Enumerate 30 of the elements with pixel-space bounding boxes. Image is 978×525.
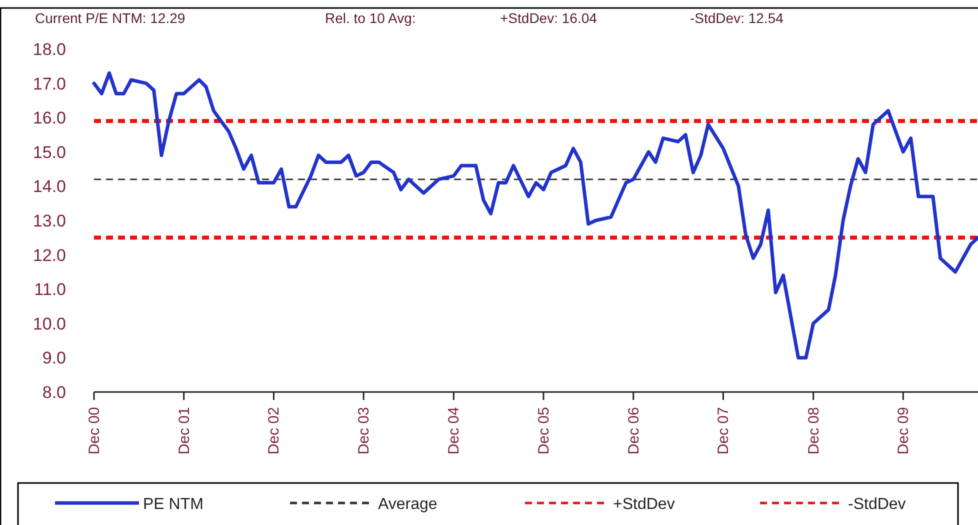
x-tick-label: Dec 01 [176,407,193,455]
y-tick-label: 8.0 [42,383,66,402]
y-tick-label: 10.0 [32,314,66,334]
text: Current P/E NTM: 12.29 [35,10,186,26]
x-tick-label: Dec 04 [446,407,463,455]
y-tick-label: 13.0 [32,212,66,230]
y-tick-label: 17.0 [32,74,66,94]
x-tick-label: Dec 02 [266,407,283,455]
y-tick-label: 15.0 [32,142,66,162]
y-tick-label: 18.0 [32,40,66,59]
legend-label: PE NTM [143,496,204,513]
legend-label: -StdDev [848,496,906,513]
y-tick-label: 12.0 [32,246,66,265]
x-tick-label: Dec 00 [86,407,103,455]
x-tick-label: Dec 07 [715,407,732,455]
y-tick-label: 14.0 [32,177,66,196]
y-tick-label: 9.0 [42,348,66,368]
x-tick-label: Dec 05 [536,407,553,455]
text: Rel. to 10 Avg: [325,10,416,26]
line-series [92,71,978,360]
x-tick-label: Dec 03 [356,407,373,455]
y-tick-label: 11.0 [34,280,66,300]
x-tick-label: Dec 08 [805,407,822,455]
x-tick-label: Dec 09 [895,407,912,455]
x-tick-label: Dec 06 [625,407,642,455]
legend-label: Average [378,496,438,513]
text: -StdDev: 12.54 [690,10,784,26]
legend-label: +StdDev [613,496,675,513]
y-tick-label: 16.0 [32,108,66,128]
text: +StdDev: 16.04 [500,10,598,26]
